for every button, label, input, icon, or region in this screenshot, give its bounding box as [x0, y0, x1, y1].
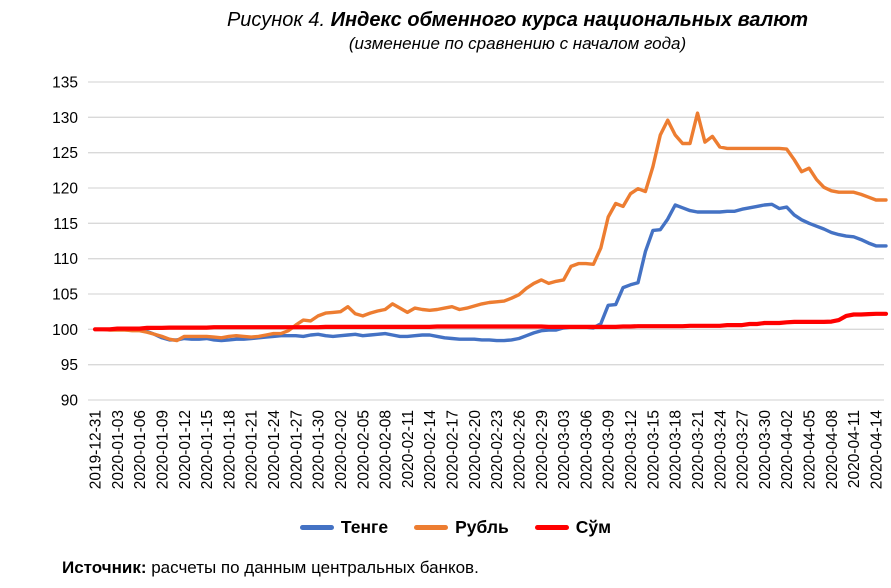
- x-tick-label: 2020-03-03: [556, 410, 573, 489]
- x-tick-label: 2020-01-09: [154, 410, 171, 489]
- y-tick-label: 105: [52, 287, 78, 304]
- y-tick-label: 100: [52, 322, 78, 339]
- series-line-sum: [92, 311, 889, 332]
- legend-swatch-sum: [534, 525, 569, 530]
- y-tick-label: 110: [53, 251, 78, 268]
- x-tick-label: 2020-04-02: [779, 410, 796, 489]
- x-tick-label: 2020-02-26: [512, 410, 529, 489]
- legend-item-tenge: Тенге: [299, 517, 389, 538]
- x-tick-label: 2020-01-12: [177, 410, 194, 489]
- x-tick-label: 2020-04-08: [824, 410, 841, 489]
- y-tick-label: 95: [61, 357, 78, 374]
- x-tick-label: 2020-01-03: [110, 410, 127, 489]
- series-line-ruble: [93, 111, 888, 343]
- source-note: Источник: расчеты по данным центральных …: [62, 558, 479, 578]
- series-line-tenge: [93, 202, 888, 343]
- x-tick-label: 2020-04-11: [846, 410, 863, 488]
- x-tick-label: 2020-03-21: [690, 410, 707, 489]
- chart-legend: Тенге Рубль Сўм: [20, 517, 891, 538]
- source-label: Источник:: [62, 558, 147, 577]
- x-tick-label: 2020-01-18: [221, 410, 238, 489]
- x-tick-label: 2020-01-15: [199, 410, 216, 489]
- y-tick-label: 120: [52, 181, 78, 198]
- x-tick-label: 2020-02-29: [534, 410, 551, 489]
- x-tick-label: 2020-02-11: [400, 410, 417, 488]
- x-tick-label: 2020-04-05: [802, 410, 819, 489]
- x-tick-label: 2020-02-20: [467, 410, 484, 490]
- figure-title-prefix: Рисунок 4.: [226, 9, 331, 31]
- legend-label-ruble: Рубль: [455, 517, 509, 537]
- x-tick-label: 2020-04-14: [869, 410, 886, 490]
- x-tick-label: 2020-02-02: [333, 410, 350, 489]
- y-tick-label: 90: [61, 393, 79, 410]
- x-tick-label: 2020-03-30: [757, 410, 774, 490]
- x-tick-label: 2020-03-12: [623, 410, 640, 489]
- x-tick-label: 2020-03-24: [712, 410, 729, 490]
- x-tick-label: 2020-03-06: [578, 410, 595, 489]
- y-tick-label: 130: [52, 110, 78, 127]
- y-tick-label: 115: [53, 216, 78, 233]
- figure-subtitle: (изменение по сравнению с началом года): [348, 34, 687, 53]
- x-tick-label: 2020-02-08: [378, 410, 395, 489]
- x-tick-label: 2020-03-18: [668, 410, 685, 489]
- x-tick-label: 2020-02-23: [489, 410, 506, 489]
- x-tick-label: 2020-01-21: [244, 410, 261, 489]
- figure-title: Рисунок 4. Индекс обменного курса национ…: [150, 7, 885, 33]
- legend-label-sum: Сўм: [575, 517, 612, 537]
- y-tick-label: 135: [52, 75, 78, 92]
- x-tick-label: 2020-01-24: [266, 410, 283, 490]
- y-tick-label: 125: [52, 145, 78, 162]
- figure-title-main: Индекс обменного курса национальных валю…: [330, 9, 809, 31]
- x-tick-label: 2020-01-30: [311, 410, 328, 490]
- x-tick-label: 2020-02-05: [355, 410, 372, 489]
- x-tick-label: 2020-01-06: [132, 410, 149, 489]
- legend-swatch-tenge: [299, 525, 334, 530]
- x-tick-label: 2019-12-31: [88, 410, 105, 489]
- source-text: расчеты по данным центральных банков.: [146, 558, 479, 577]
- x-tick-label: 2020-03-09: [601, 410, 618, 489]
- legend-label-tenge: Тенге: [340, 517, 389, 537]
- x-tick-label: 2020-03-15: [645, 410, 662, 489]
- legend-item-sum: Сўм: [534, 517, 612, 538]
- x-tick-label: 2020-01-27: [288, 410, 305, 489]
- legend-swatch-ruble: [414, 525, 449, 530]
- x-tick-label: 2020-02-14: [422, 410, 439, 490]
- x-tick-label: 2020-02-17: [445, 410, 462, 489]
- legend-item-ruble: Рубль: [414, 517, 509, 538]
- x-tick-label: 2020-03-27: [735, 410, 752, 489]
